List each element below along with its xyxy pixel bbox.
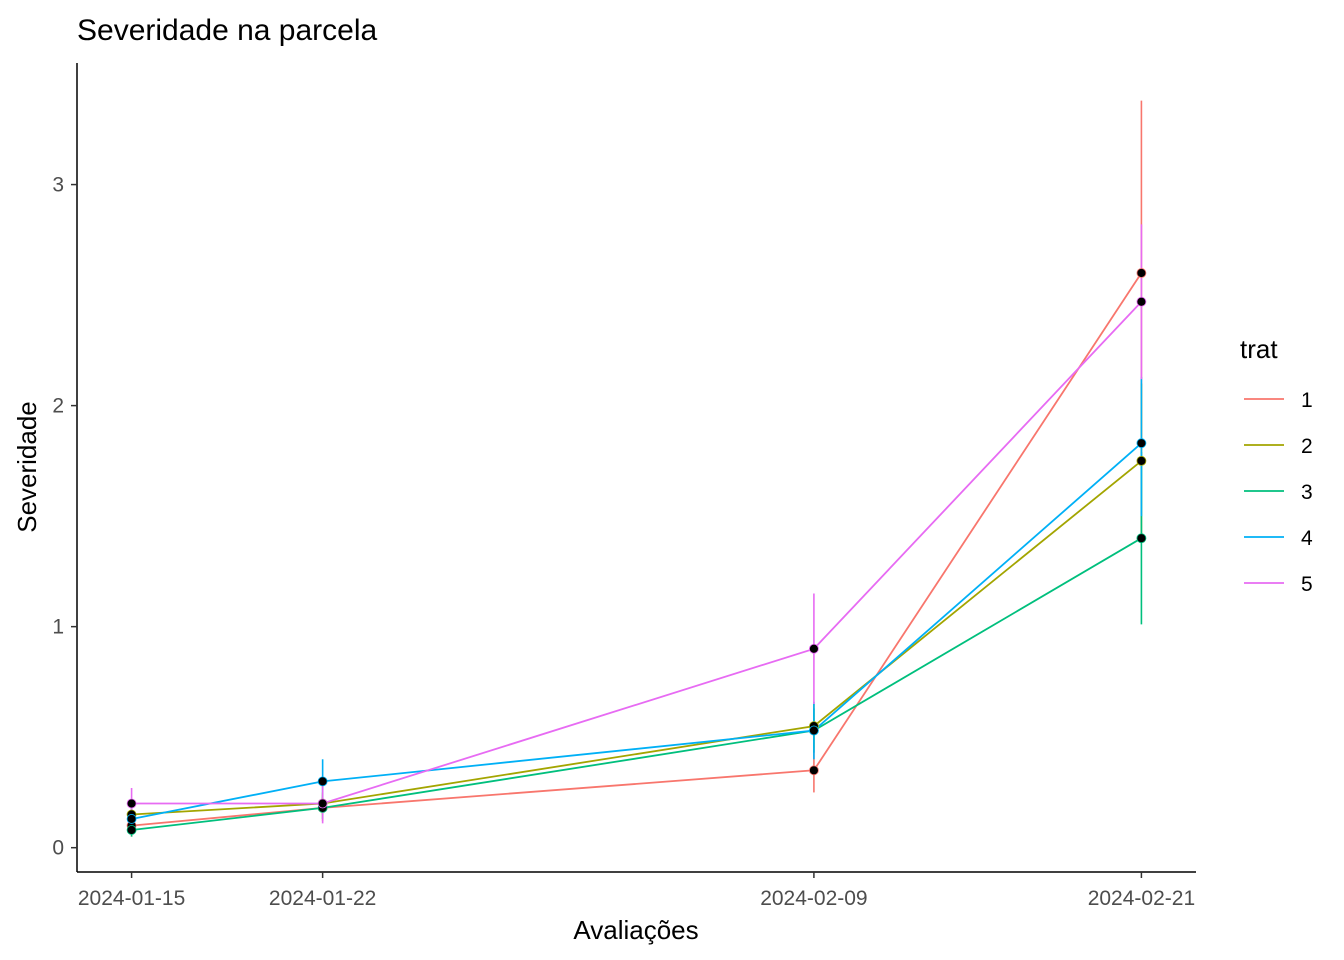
- legend-label-1: 1: [1301, 389, 1313, 412]
- series-line-1: [131, 272, 1143, 827]
- data-point-3: [1136, 533, 1147, 544]
- series-line-2: [131, 460, 1142, 816]
- data-point-2: [1136, 455, 1147, 466]
- data-point-4: [126, 814, 137, 824]
- y-tick-label: 0: [52, 837, 64, 860]
- legend-label-2: 2: [1301, 435, 1313, 458]
- chart-title: Severidade na parcela: [77, 14, 378, 47]
- legend-title: trat: [1240, 334, 1278, 364]
- legend-label-4: 4: [1301, 527, 1313, 550]
- legend-label-3: 3: [1301, 481, 1313, 504]
- y-tick-label: 3: [52, 174, 64, 197]
- series-line-5: [131, 301, 1143, 805]
- y-axis-title: Severidade: [12, 401, 42, 533]
- x-tick-label: 2024-02-21: [1088, 887, 1195, 910]
- data-point-5: [317, 798, 328, 809]
- data-point-4: [317, 776, 328, 787]
- legend-label-5: 5: [1301, 573, 1313, 596]
- x-axis-ticks: 2024-01-15 2024-01-22 2024-02-09 2024-02-21: [78, 872, 1195, 910]
- x-axis-title: Avaliações: [573, 915, 698, 945]
- data-point-5: [1136, 296, 1147, 307]
- y-tick-label: 1: [52, 616, 64, 639]
- plot-area: [126, 100, 1147, 837]
- data-point-4: [809, 725, 819, 736]
- y-axis-ticks: 0 1 2 3: [52, 174, 77, 860]
- series-line-3: [131, 537, 1142, 831]
- legend: trat 1 2 3 4 5: [1240, 334, 1313, 596]
- data-point-3: [126, 825, 137, 835]
- data-point-1: [809, 765, 819, 776]
- data-point-1: [1136, 268, 1147, 278]
- data-point-4: [1136, 438, 1147, 449]
- x-tick-label: 2024-02-09: [760, 887, 867, 910]
- data-point-5: [809, 643, 819, 654]
- x-tick-label: 2024-01-22: [269, 887, 376, 910]
- x-tick-label: 2024-01-15: [78, 887, 185, 910]
- y-tick-label: 2: [52, 395, 64, 418]
- data-point-5: [126, 798, 137, 809]
- series-line-4: [131, 442, 1142, 820]
